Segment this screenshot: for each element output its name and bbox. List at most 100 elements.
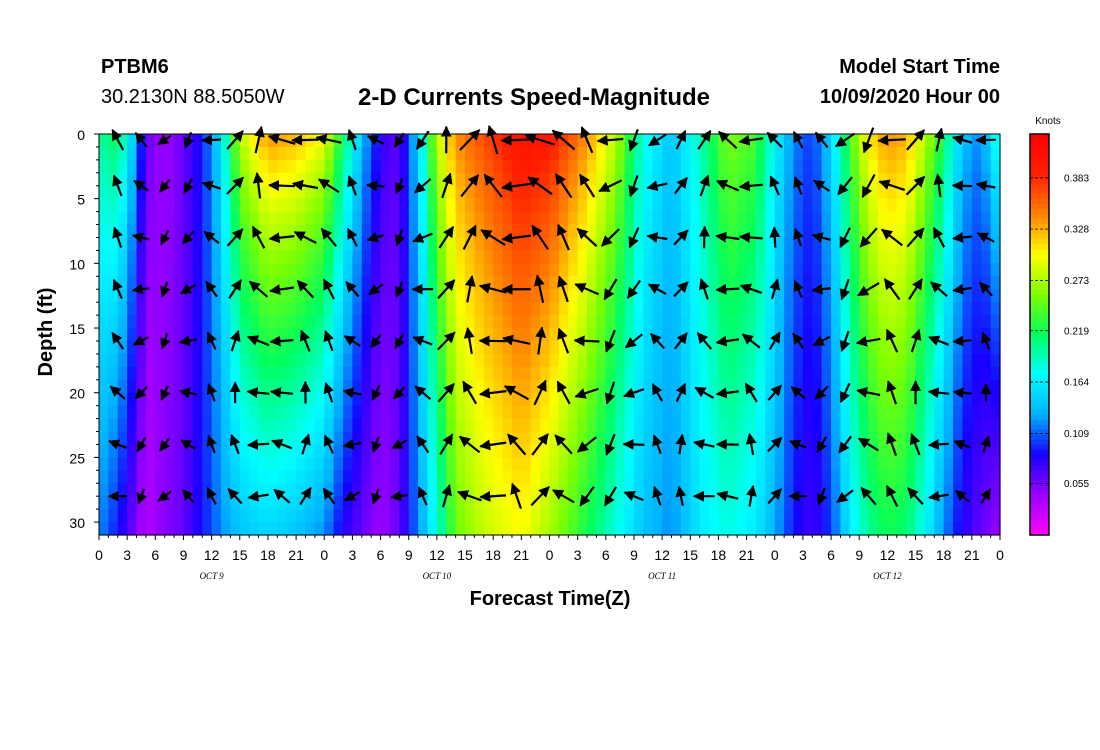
heatmap-cell bbox=[662, 457, 673, 471]
current-vector bbox=[273, 488, 291, 504]
heatmap-cell bbox=[549, 353, 560, 368]
heatmap-cell bbox=[587, 340, 598, 355]
heatmap-cell bbox=[849, 276, 860, 290]
heatmap-cell bbox=[699, 470, 710, 484]
heatmap-cell bbox=[849, 392, 860, 407]
heatmap-cell bbox=[277, 185, 288, 200]
heatmap-cell bbox=[267, 211, 278, 226]
current-vector bbox=[905, 175, 926, 196]
heatmap-cell bbox=[962, 276, 973, 290]
current-vector bbox=[934, 127, 945, 152]
heatmap-cell bbox=[774, 444, 785, 458]
heatmap-cell bbox=[624, 159, 635, 174]
current-vector bbox=[203, 230, 220, 245]
heatmap-cell bbox=[765, 522, 776, 536]
heatmap-cell bbox=[155, 509, 166, 523]
heatmap-cell bbox=[765, 457, 776, 471]
heatmap-cell bbox=[221, 353, 231, 368]
heatmap-cell bbox=[155, 379, 166, 394]
x-tick-label: 0 bbox=[996, 547, 1004, 563]
heatmap-cell bbox=[127, 509, 138, 523]
heatmap-cell bbox=[145, 198, 156, 213]
heatmap-cell bbox=[831, 444, 842, 458]
heatmap-cell bbox=[953, 522, 964, 536]
heatmap-cell bbox=[286, 224, 297, 239]
heatmap-cell bbox=[690, 185, 701, 200]
heatmap-cell bbox=[277, 509, 288, 523]
heatmap-cell bbox=[577, 159, 588, 174]
heatmap-cell bbox=[737, 185, 748, 200]
heatmap-cell bbox=[164, 444, 175, 458]
current-vector bbox=[604, 433, 616, 456]
heatmap-cell bbox=[652, 250, 663, 264]
heatmap-cell bbox=[953, 172, 964, 187]
heatmap-cell bbox=[896, 509, 907, 523]
heatmap-cell bbox=[380, 263, 391, 277]
current-vector bbox=[981, 331, 992, 350]
heatmap-cell bbox=[915, 315, 926, 329]
current-vector bbox=[738, 231, 763, 243]
heatmap-cell bbox=[221, 379, 231, 394]
current-vector bbox=[811, 283, 831, 295]
heatmap-cell bbox=[849, 211, 860, 226]
heatmap-cell bbox=[887, 263, 898, 277]
heatmap-cell bbox=[596, 522, 607, 536]
heatmap-cell bbox=[887, 172, 898, 187]
current-vector bbox=[158, 178, 171, 193]
heatmap-cell bbox=[727, 457, 738, 471]
heatmap-cell bbox=[896, 405, 907, 420]
heatmap-cell bbox=[314, 315, 325, 329]
heatmap-cell bbox=[793, 302, 804, 316]
heatmap-cell bbox=[211, 172, 222, 187]
heatmap-cell bbox=[887, 444, 898, 458]
heatmap-cell bbox=[305, 366, 316, 381]
heatmap-cell bbox=[784, 418, 795, 433]
heatmap-cell bbox=[221, 328, 231, 342]
heatmap-cell bbox=[652, 418, 663, 433]
heatmap-cell bbox=[277, 289, 288, 303]
heatmap-cell bbox=[249, 379, 260, 394]
current-vector bbox=[229, 433, 241, 455]
heatmap-cell bbox=[568, 392, 579, 407]
heatmap-cell bbox=[746, 366, 757, 381]
heatmap-cell bbox=[971, 315, 982, 329]
heatmap-cell bbox=[802, 522, 813, 536]
heatmap-cell bbox=[511, 431, 522, 446]
heatmap-cell bbox=[784, 509, 795, 523]
heatmap-cell bbox=[718, 457, 729, 471]
heatmap-cell bbox=[934, 366, 945, 381]
heatmap-cell bbox=[267, 418, 278, 433]
heatmap-cell bbox=[164, 470, 175, 484]
heatmap-cell bbox=[962, 483, 973, 497]
heatmap-cell bbox=[455, 418, 466, 433]
heatmap-cell bbox=[737, 276, 748, 290]
heatmap-cell bbox=[361, 146, 372, 161]
heatmap-cell bbox=[690, 211, 701, 226]
heatmap-cell bbox=[877, 276, 888, 290]
heatmap-cell bbox=[709, 134, 720, 148]
heatmap-cell bbox=[427, 146, 438, 161]
heatmap-cell bbox=[493, 353, 504, 368]
heatmap-cell bbox=[408, 276, 419, 290]
heatmap-cell bbox=[474, 431, 485, 446]
current-vector bbox=[675, 485, 687, 506]
heatmap-cell bbox=[436, 250, 447, 264]
heatmap-cell bbox=[652, 172, 663, 187]
day-labels: OCT 9 OCT 10 OCT 11 OCT 12 bbox=[200, 571, 903, 581]
heatmap-cell bbox=[258, 340, 269, 355]
heatmap-cell bbox=[418, 340, 429, 355]
heatmap-cell bbox=[192, 353, 203, 368]
heatmap-cell bbox=[540, 405, 551, 420]
heatmap-cell bbox=[643, 353, 654, 368]
heatmap-cell bbox=[418, 328, 429, 342]
heatmap-cell bbox=[943, 457, 954, 471]
heatmap-cell bbox=[652, 392, 663, 407]
x-tick-label: 6 bbox=[602, 547, 610, 563]
heatmap-cell bbox=[258, 366, 269, 381]
heatmap-cell bbox=[483, 159, 494, 174]
heatmap-cell bbox=[305, 470, 316, 484]
heatmap-cell bbox=[587, 198, 598, 213]
heatmap-cell bbox=[493, 522, 504, 536]
heatmap-cell bbox=[361, 250, 372, 264]
heatmap-cell bbox=[802, 496, 813, 510]
